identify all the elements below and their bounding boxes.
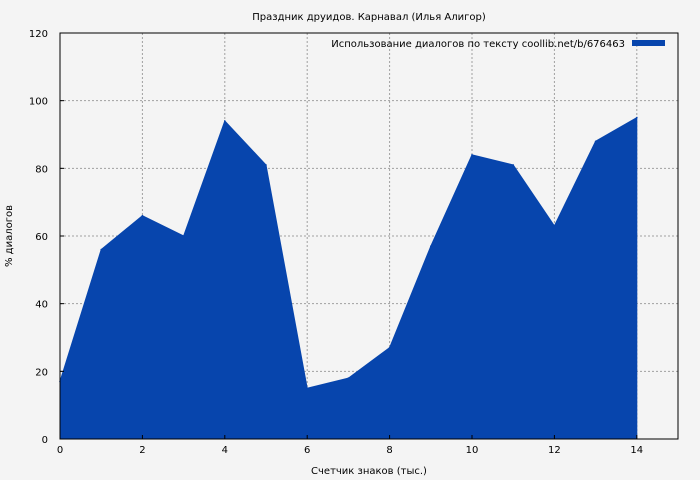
x-tick-label: 14 [630, 445, 643, 456]
data-point [265, 164, 267, 166]
chart-title: Праздник друидов. Карнавал (Илья Алигор) [252, 12, 486, 23]
data-point [306, 387, 309, 390]
data-point [224, 120, 226, 122]
data-point [636, 116, 638, 119]
x-tick-label: 8 [386, 445, 392, 456]
data-point [141, 214, 144, 217]
data-point [553, 225, 556, 227]
x-tick-label: 12 [548, 445, 561, 456]
data-point [512, 164, 514, 166]
legend: Использование диалогов по тексту coollib… [331, 39, 665, 50]
data-point [182, 235, 185, 237]
ticks: 0 2 4 6 8 10 12 14 0 20 40 60 80 100 120 [29, 29, 643, 456]
data-point [430, 245, 432, 247]
y-tick-label: 0 [42, 435, 48, 446]
data-point [471, 154, 473, 156]
data-point [347, 377, 350, 379]
data-point [100, 248, 102, 251]
x-tick-label: 4 [222, 445, 228, 456]
x-axis-label: Счетчик знаков (тыс.) [311, 466, 427, 477]
y-tick-label: 100 [29, 97, 48, 108]
legend-label: Использование диалогов по тексту coollib… [331, 39, 625, 50]
area-series-0 [59, 116, 638, 440]
y-tick-label: 120 [29, 29, 48, 40]
y-tick-label: 80 [35, 164, 48, 175]
x-tick-label: 0 [57, 445, 63, 456]
area-layer [59, 116, 638, 440]
data-point [594, 140, 597, 143]
data-point [388, 346, 391, 349]
x-tick-label: 6 [304, 445, 310, 456]
x-tick-label: 2 [139, 445, 145, 456]
y-tick-label: 20 [35, 367, 48, 378]
x-tick-label: 10 [466, 445, 479, 456]
y-axis-label: % диалогов [4, 205, 15, 267]
y-tick-label: 40 [35, 300, 48, 311]
legend-swatch [632, 40, 665, 46]
y-tick-label: 60 [35, 232, 48, 243]
